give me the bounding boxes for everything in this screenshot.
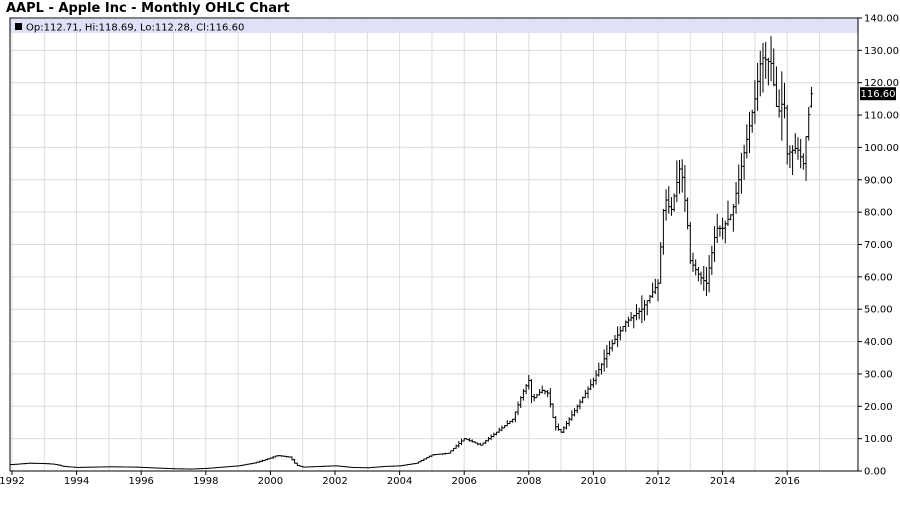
last-price-tag: 116.60	[860, 87, 896, 101]
x-tick-label: 2016	[774, 476, 799, 487]
y-tick-label: 140.00	[864, 14, 899, 25]
info-marker-icon	[15, 23, 22, 30]
x-axis: 1992 1994 1996 1998 2000 2002 2004 2006 2008 2010…	[0, 471, 800, 487]
y-tick-label: 30.00	[864, 369, 893, 380]
x-tick-label: 2006	[451, 476, 476, 487]
ohlc-info-text: Op:112.71, Hi:118.69, Lo:112.28, Cl:116.…	[26, 23, 244, 34]
y-tick-label: 100.00	[864, 143, 899, 154]
y-tick-label: 90.00	[864, 175, 893, 186]
last-price-box	[860, 87, 896, 101]
y-tick-label: 70.00	[864, 240, 893, 251]
x-tick-label: 1998	[193, 476, 218, 487]
x-tick-label: 2012	[645, 476, 670, 487]
y-tick-label: 60.00	[864, 272, 893, 283]
y-tick-label: 10.00	[864, 434, 893, 445]
x-tick-label: 2004	[387, 476, 412, 487]
y-tick-label: 80.00	[864, 208, 893, 219]
y-axis: 0.00 10.00 20.00 30.00 40.00 50.00 60.00 70.00 8…	[858, 14, 899, 478]
grid-lines	[10, 18, 858, 471]
y-tick-label: 0.00	[864, 467, 886, 478]
x-tick-label: 1992	[0, 476, 25, 487]
x-tick-label: 2008	[516, 476, 541, 487]
ohlc-bars	[10, 36, 814, 470]
x-tick-label: 2010	[581, 476, 606, 487]
chart-title: AAPL - Apple Inc - Monthly OHLC Chart	[6, 1, 290, 16]
info-bar	[10, 19, 858, 33]
last-price-label: 116.60	[861, 89, 896, 100]
x-tick-label: 2014	[710, 476, 735, 487]
y-tick-label: 20.00	[864, 402, 893, 413]
y-tick-label: 50.00	[864, 305, 893, 316]
ohlc-bar	[809, 86, 814, 108]
y-tick-label: 120.00	[864, 78, 899, 89]
x-tick-label: 1994	[64, 476, 89, 487]
y-tick-label: 130.00	[864, 46, 899, 57]
y-tick-label: 110.00	[864, 111, 899, 122]
ohlc-bar	[807, 106, 811, 141]
y-tick-label: 40.00	[864, 337, 893, 348]
x-tick-label: 2002	[322, 476, 347, 487]
x-tick-label: 1996	[128, 476, 153, 487]
x-tick-label: 2000	[258, 476, 283, 487]
